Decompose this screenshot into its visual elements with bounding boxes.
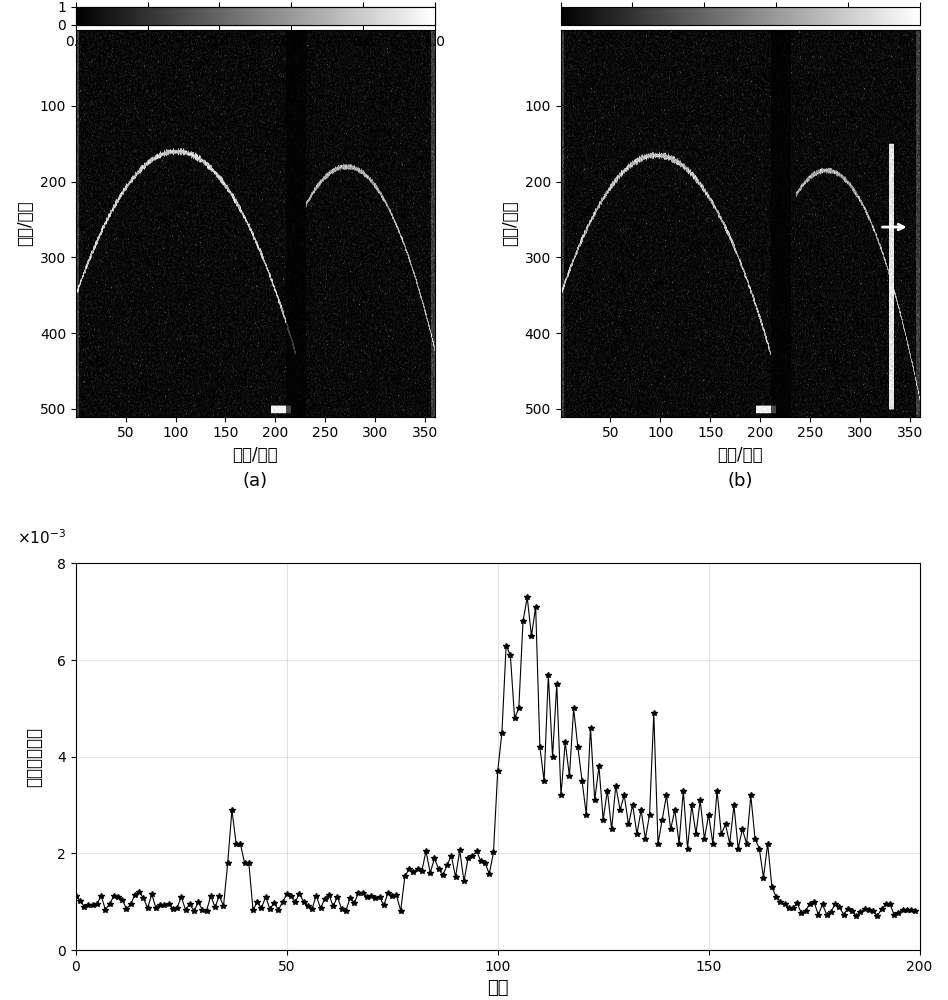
X-axis label: 方向/像素: 方向/像素	[232, 446, 278, 464]
Text: $\times10^{-3}$: $\times10^{-3}$	[17, 528, 66, 547]
Y-axis label: 距离/像素: 距离/像素	[16, 200, 34, 246]
Text: (a): (a)	[243, 472, 268, 490]
X-axis label: 方向/像素: 方向/像素	[718, 446, 763, 464]
Text: (b): (b)	[727, 472, 753, 490]
Y-axis label: 非零像素比値: 非零像素比値	[26, 727, 44, 787]
X-axis label: 帧数: 帧数	[487, 979, 508, 997]
Y-axis label: 距离/像素: 距离/像素	[501, 200, 519, 246]
